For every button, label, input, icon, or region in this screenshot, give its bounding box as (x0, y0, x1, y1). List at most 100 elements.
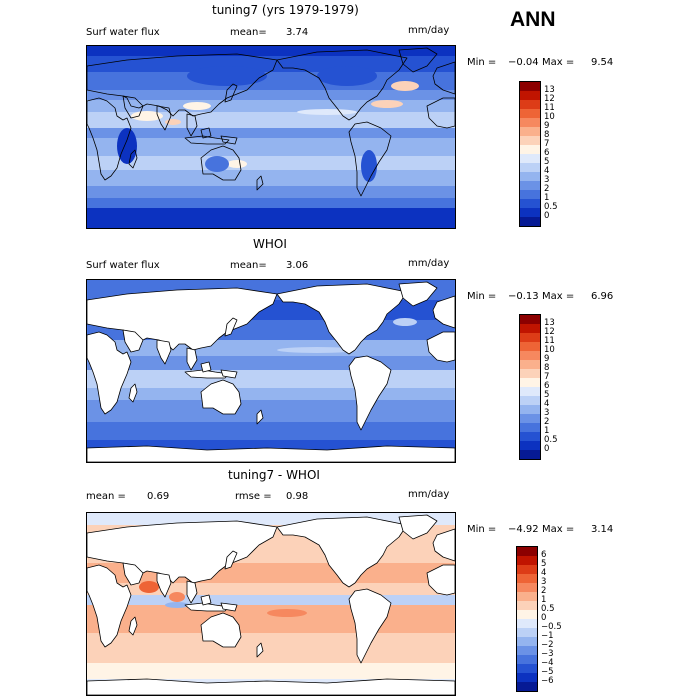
land-eurasia (87, 53, 278, 117)
land-africa (87, 564, 132, 648)
colorbar-tick-label: 0.5 (544, 202, 558, 212)
field-band (87, 138, 455, 156)
field-patch (393, 318, 417, 326)
land-australia (200, 612, 242, 648)
colorbar-tick-label: 4 (541, 568, 547, 578)
panel2-map (86, 279, 456, 463)
colorbar-swatch (517, 673, 537, 682)
colorbar-swatch (520, 405, 540, 414)
land-arabia (122, 95, 144, 119)
colorbar-swatch (520, 324, 540, 333)
colorbar-swatch (520, 360, 540, 369)
field-band (87, 208, 455, 228)
colorbar-tick-label: 5 (544, 390, 550, 400)
land-africa (87, 331, 132, 415)
colorbar-tick-label: 0 (541, 613, 547, 623)
colorbar-swatch (520, 208, 540, 217)
land-antarctica (87, 445, 455, 462)
land-arabia (122, 329, 144, 353)
colorbar-tick-label: 4 (544, 399, 550, 409)
field-band (87, 128, 455, 138)
colorbar-swatch (520, 109, 540, 118)
colorbar-tick-label: −5 (541, 667, 554, 677)
colorbar-tick-label: 13 (544, 318, 555, 328)
colorbar-swatch (520, 118, 540, 127)
field-band (87, 198, 455, 208)
colorbar-swatch (520, 432, 540, 441)
field-patch (183, 102, 211, 110)
colorbar-tick-label: 1 (544, 426, 550, 436)
colorbar-tick-label: 10 (544, 345, 555, 355)
colorbar-tick-label: 11 (544, 103, 555, 113)
land-greenland (398, 514, 438, 540)
colorbar-tick-label: 8 (544, 130, 550, 140)
field-patch (361, 150, 377, 182)
colorbar-tick-label: 4 (544, 166, 550, 176)
colorbar-tick-label: 13 (544, 85, 555, 95)
panel2-title: WHOI (253, 237, 287, 251)
panel1-min-value: −0.04 (508, 57, 539, 68)
colorbar-tick-label: 9 (544, 354, 550, 364)
panel3-min-value: −4.92 (508, 524, 539, 535)
colorbar-tick-label: 6 (544, 148, 550, 158)
colorbar-swatch (517, 637, 537, 646)
colorbar-tick-label: 0.5 (541, 604, 555, 614)
colorbar-tick-label: 3 (544, 175, 550, 185)
panel1-colorbar (519, 81, 541, 227)
colorbar-swatch (520, 450, 540, 459)
field-patch (267, 609, 307, 617)
panel1-map (86, 45, 456, 229)
panel1-units: mm/day (408, 25, 450, 36)
colorbar-tick-label: −4 (541, 658, 554, 668)
panel2-min-value: −0.13 (508, 291, 539, 302)
colorbar-swatch (517, 556, 537, 565)
field-band (87, 422, 455, 440)
field-band (87, 633, 455, 663)
land-greenland (398, 47, 438, 73)
colorbar-swatch (517, 610, 537, 619)
colorbar-tick-label: −1 (541, 631, 554, 641)
panel2-max-label: Max = (542, 291, 575, 302)
panel1-max-label: Max = (542, 57, 575, 68)
land-se-asia (186, 580, 198, 604)
field-patch (297, 109, 357, 115)
panel1-variable-label: Surf water flux (86, 27, 160, 38)
land-south-america (348, 121, 392, 197)
colorbar-tick-label: 7 (544, 139, 550, 149)
colorbar-tick-label: 12 (544, 327, 555, 337)
colorbar-swatch (517, 646, 537, 655)
colorbar-tick-label: 3 (544, 408, 550, 418)
field-patch (165, 602, 189, 608)
colorbar-swatch (517, 601, 537, 610)
colorbar-tick-label: 1 (544, 193, 550, 203)
colorbar-tick-label: 6 (541, 550, 547, 560)
map-field (87, 513, 455, 695)
land-newzealand (256, 642, 264, 658)
colorbar-swatch (520, 378, 540, 387)
land-africa-west (426, 564, 455, 596)
panel3-max-label: Max = (542, 524, 575, 535)
colorbar-swatch (520, 387, 540, 396)
land-madagascar (128, 616, 138, 636)
land-antarctica (87, 678, 455, 695)
panel1-min-label: Min = (467, 57, 497, 68)
colorbar-swatch (520, 217, 540, 226)
colorbar-swatch (520, 414, 540, 423)
field-band (87, 100, 455, 112)
land-europe-west (432, 295, 455, 329)
colorbar-tick-label: 2 (541, 586, 547, 596)
land-newzealand (256, 409, 264, 425)
colorbar-tick-label: 3 (541, 577, 547, 587)
field-band (87, 400, 455, 422)
panel1-title: tuning7 (yrs 1979-1979) (212, 3, 359, 17)
colorbar-tick-label: 12 (544, 94, 555, 104)
season-label: ANN (510, 8, 556, 31)
field-patch (371, 100, 403, 108)
panel2-variable-label: Surf water flux (86, 260, 160, 271)
field-patch (405, 565, 429, 581)
land-newguinea (220, 135, 238, 145)
panel2-max-value: 6.96 (591, 291, 614, 302)
colorbar-tick-label: 5 (544, 157, 550, 167)
field-band (87, 90, 455, 100)
field-band (87, 388, 455, 400)
